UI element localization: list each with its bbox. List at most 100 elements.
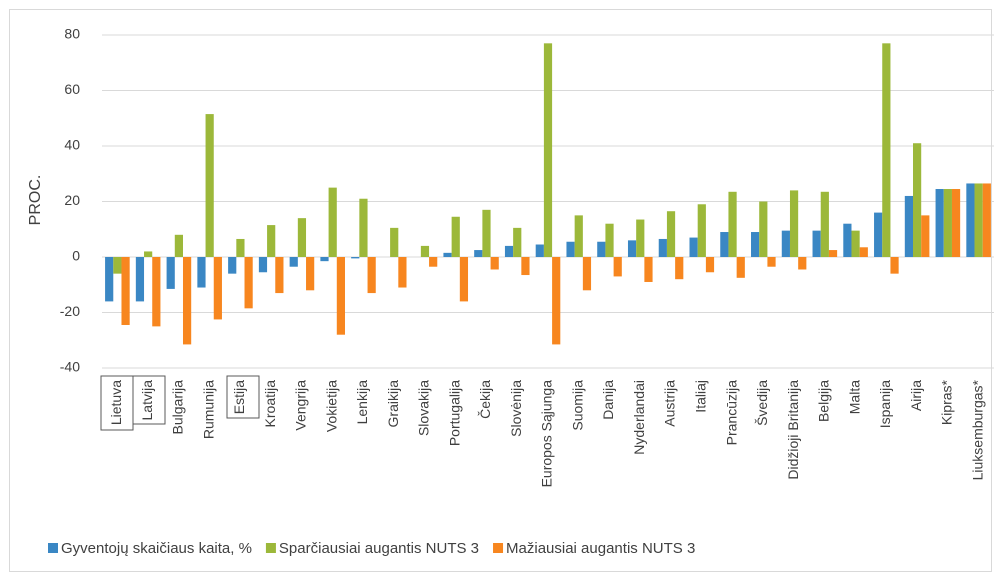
legend-label: Sparčiausiai augantis NUTS 3 bbox=[279, 540, 479, 557]
bar bbox=[935, 189, 944, 257]
bar bbox=[267, 225, 276, 257]
bar bbox=[258, 257, 268, 273]
bar bbox=[144, 251, 153, 257]
x-tick-label: Didžioji Britanija bbox=[785, 380, 801, 480]
y-tick-label: 20 bbox=[64, 192, 80, 208]
x-tick-label: Graikija bbox=[385, 380, 401, 428]
x-tick-label: Lietuva bbox=[108, 380, 124, 425]
y-axis-label: PROC. bbox=[27, 175, 44, 226]
bar bbox=[390, 227, 399, 257]
bar bbox=[812, 230, 821, 257]
x-tick-label: Kroatija bbox=[262, 380, 278, 428]
bar bbox=[566, 241, 575, 257]
bar bbox=[289, 257, 298, 267]
legend-label: Mažiausiai augantis NUTS 3 bbox=[506, 540, 695, 557]
bar bbox=[113, 257, 122, 274]
bar bbox=[828, 250, 838, 257]
x-tick-label: Nyderlandai bbox=[631, 380, 647, 455]
bar bbox=[552, 257, 561, 345]
bar bbox=[504, 245, 514, 257]
x-tick-label: Danija bbox=[600, 380, 616, 420]
x-tick-label: Čekija bbox=[477, 380, 493, 419]
bar bbox=[751, 232, 760, 257]
bar bbox=[351, 257, 360, 259]
bar bbox=[152, 257, 161, 327]
bar bbox=[582, 257, 592, 291]
bar bbox=[166, 257, 175, 289]
bar bbox=[767, 257, 776, 267]
x-tick-label: Liuksemburgas* bbox=[969, 379, 985, 480]
bar bbox=[197, 257, 206, 288]
bar bbox=[482, 209, 491, 257]
bar bbox=[228, 257, 237, 274]
bar bbox=[121, 257, 130, 325]
bar bbox=[135, 257, 145, 302]
bar bbox=[420, 245, 430, 257]
y-tick-label: 80 bbox=[64, 26, 80, 42]
bar bbox=[205, 114, 214, 258]
x-tick-label: Lenkija bbox=[354, 380, 370, 425]
bar bbox=[851, 230, 860, 257]
bar bbox=[890, 257, 899, 274]
bar bbox=[951, 189, 961, 257]
bar bbox=[213, 257, 222, 320]
x-tick-label: Ispanija bbox=[877, 380, 893, 428]
y-tick-label: 60 bbox=[64, 81, 80, 97]
x-tick-label: Austrija bbox=[662, 380, 678, 427]
bar bbox=[182, 257, 192, 345]
bar bbox=[244, 257, 253, 309]
bar bbox=[443, 252, 452, 257]
bar bbox=[720, 232, 729, 257]
x-tick-label: Kipras* bbox=[939, 379, 955, 425]
x-tick-label: Bulgarija bbox=[170, 380, 186, 435]
x-tick-label: Europos Sąjunga bbox=[539, 380, 555, 488]
chart-border bbox=[9, 9, 992, 572]
bar bbox=[974, 183, 983, 257]
bar bbox=[474, 250, 483, 257]
bar bbox=[297, 218, 307, 257]
label-box bbox=[132, 375, 166, 425]
bar bbox=[705, 257, 715, 273]
bar bbox=[874, 212, 883, 257]
bar bbox=[613, 257, 622, 277]
bar bbox=[306, 257, 315, 291]
bar bbox=[521, 257, 530, 276]
bar bbox=[459, 257, 469, 302]
y-tick-label: 0 bbox=[72, 248, 80, 264]
bar bbox=[943, 189, 952, 257]
bar bbox=[859, 247, 868, 257]
bar bbox=[320, 257, 329, 262]
bar bbox=[490, 257, 499, 270]
bar bbox=[328, 187, 337, 257]
bar bbox=[574, 215, 583, 257]
x-tick-label: Slovakija bbox=[416, 380, 432, 436]
bar bbox=[759, 201, 768, 257]
bar bbox=[513, 227, 522, 257]
x-tick-label: Suomija bbox=[569, 380, 585, 431]
x-tick-label: Prancūzija bbox=[723, 380, 739, 446]
bar bbox=[451, 216, 460, 257]
bar bbox=[336, 257, 345, 335]
x-tick-label: Estija bbox=[231, 380, 247, 414]
bar bbox=[882, 43, 891, 258]
bar bbox=[843, 223, 852, 257]
bar bbox=[820, 191, 829, 257]
y-tick-label: 40 bbox=[64, 137, 80, 153]
x-tick-label: Rumunija bbox=[200, 380, 216, 439]
y-tick-label: -40 bbox=[60, 359, 80, 375]
legend-swatch bbox=[493, 543, 504, 553]
x-tick-label: Latvija bbox=[139, 380, 155, 421]
bar bbox=[597, 241, 606, 257]
legend-swatch bbox=[265, 543, 276, 553]
x-tick-label: Švedija bbox=[754, 380, 770, 426]
bar bbox=[982, 183, 991, 257]
bar bbox=[697, 204, 706, 257]
bar bbox=[689, 237, 698, 257]
bar bbox=[429, 257, 438, 267]
bar bbox=[728, 191, 737, 257]
bar bbox=[174, 234, 183, 257]
x-tick-label: Vengrija bbox=[293, 380, 309, 431]
bar bbox=[627, 240, 637, 257]
bar bbox=[736, 257, 745, 278]
bar bbox=[675, 257, 684, 280]
